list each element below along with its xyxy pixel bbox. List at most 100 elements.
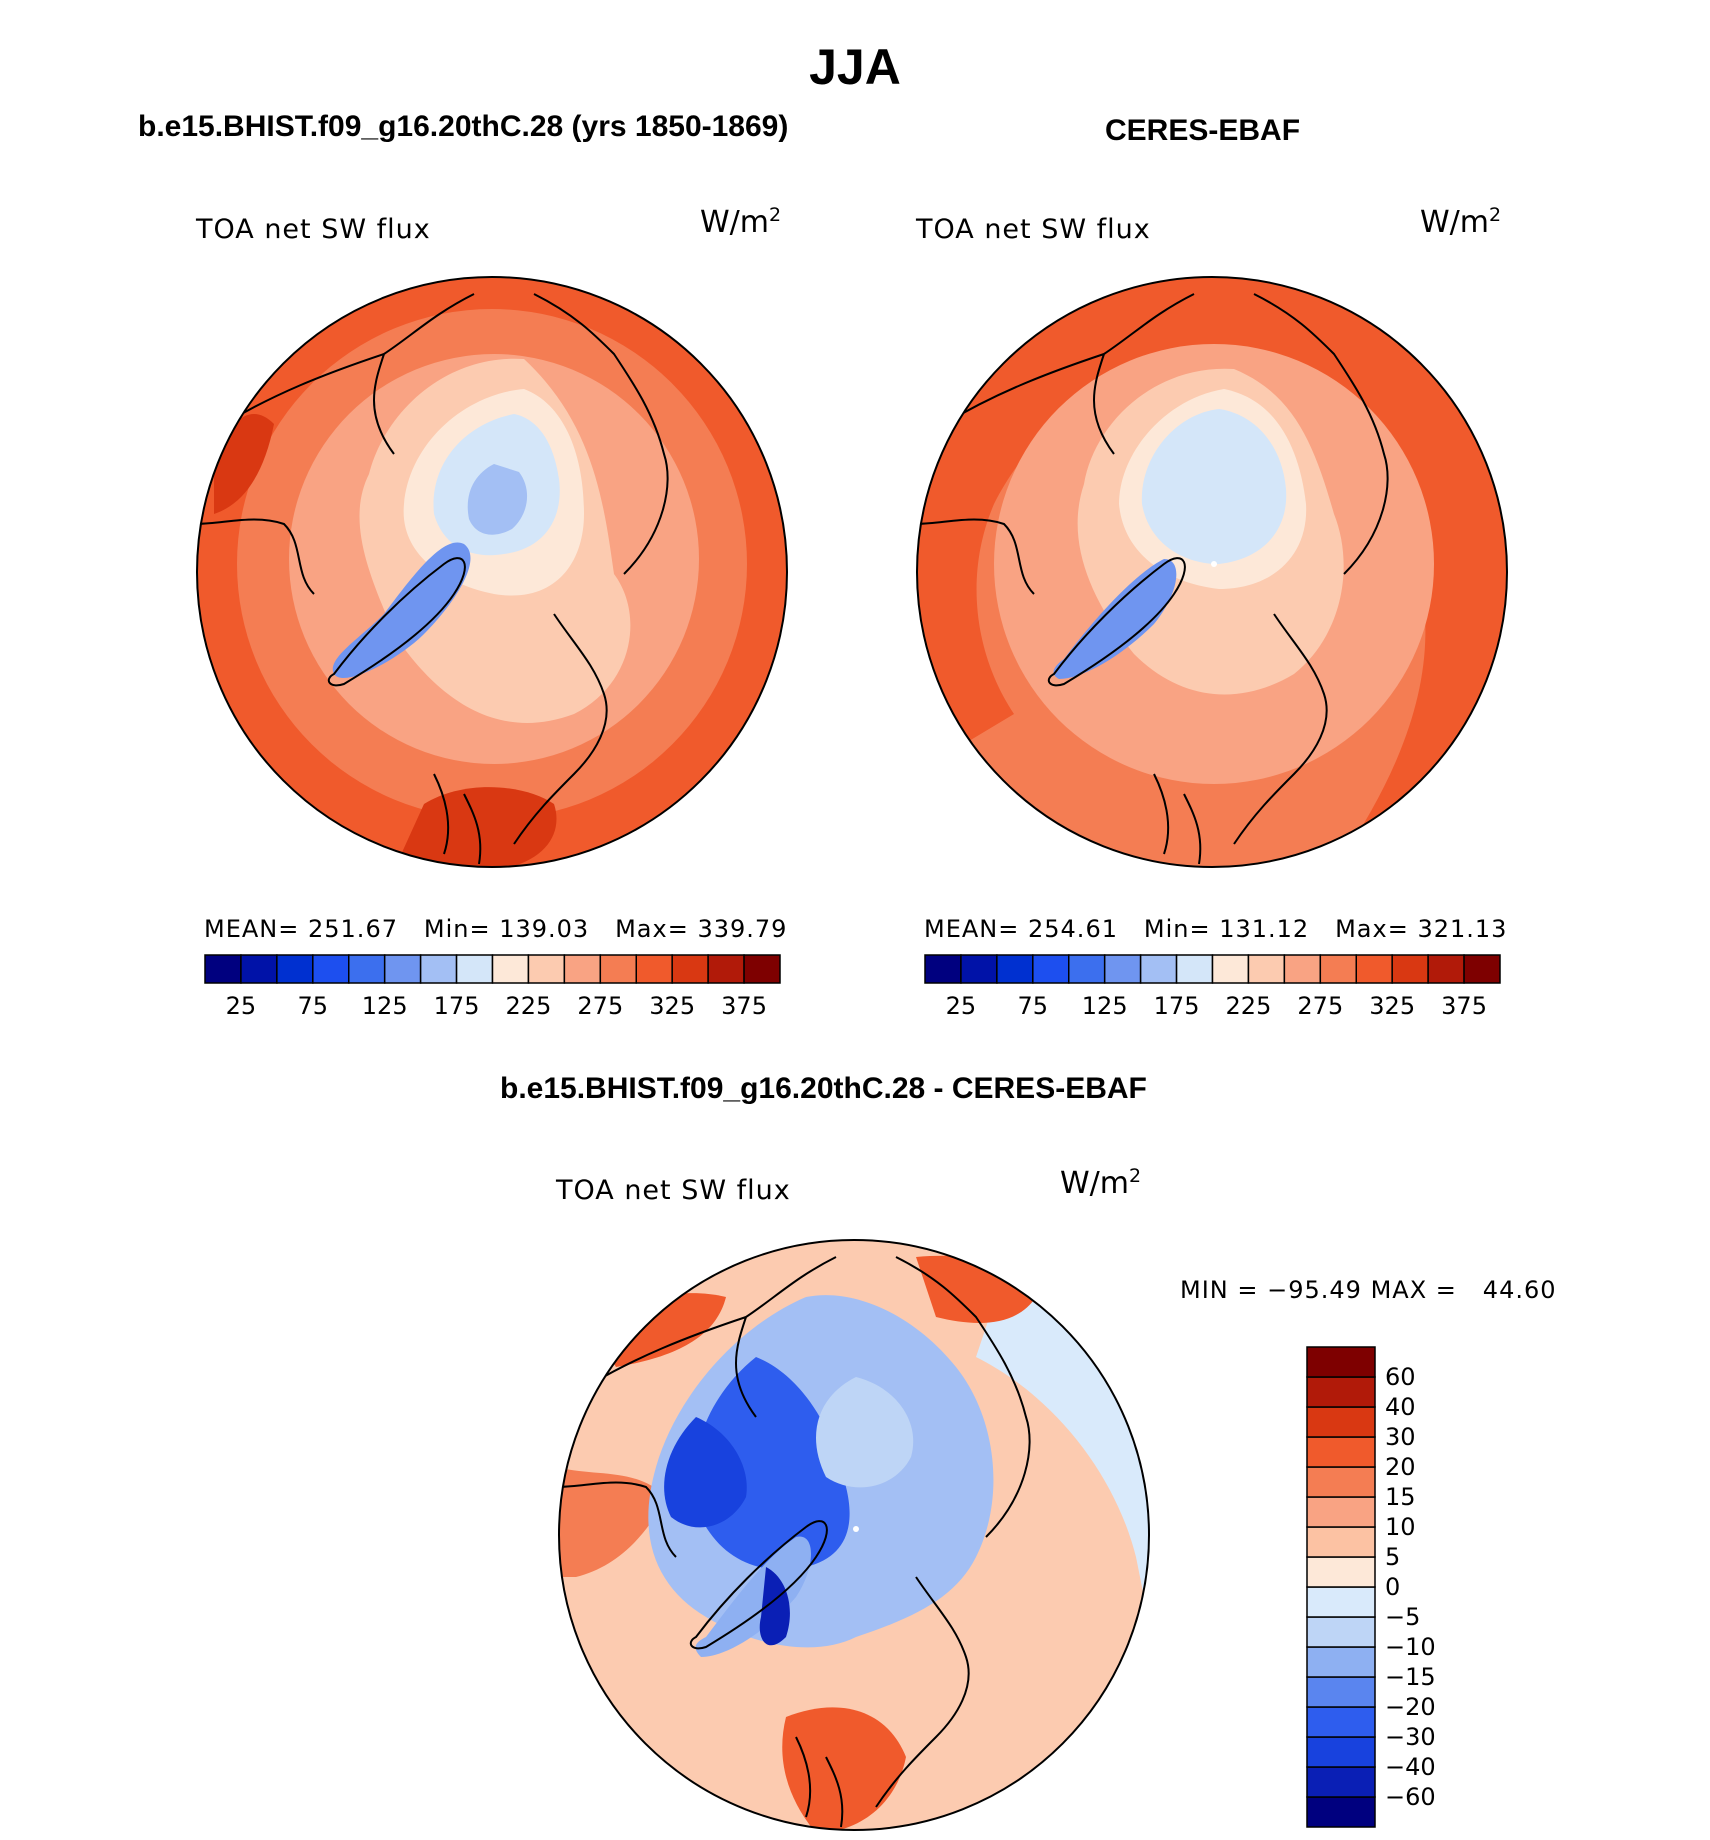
- colorbar-swatch: [1103, 954, 1142, 984]
- colorbar-swatch: [671, 954, 709, 984]
- colorbar-tick-label: 30: [1385, 1423, 1416, 1451]
- panel2-colorbar-ticks: 25 75 125 175 225 275 325 375: [925, 992, 1500, 1022]
- colorbar-tick-label: 175: [433, 992, 480, 1020]
- panel2-variable-label: TOA net SW flux: [916, 214, 1151, 245]
- colorbar-swatch: [1355, 954, 1393, 984]
- colorbar-swatch: [240, 954, 278, 984]
- colorbar-swatch: [1211, 954, 1250, 984]
- colorbar-tick-label: 275: [577, 992, 624, 1020]
- panel1-variable-label: TOA net SW flux: [196, 214, 431, 245]
- colorbar-tick-label: 125: [1081, 992, 1128, 1020]
- colorbar-swatch: [527, 954, 566, 984]
- colorbar-swatch: [707, 954, 745, 984]
- colorbar-swatch: [1306, 1436, 1376, 1468]
- colorbar-swatch: [1247, 954, 1286, 984]
- colorbar-tick-label: 175: [1153, 992, 1200, 1020]
- colorbar-tick-label: 5: [1385, 1543, 1401, 1571]
- colorbar-tick-label: 325: [649, 992, 696, 1020]
- colorbar-tick-label: 25: [225, 992, 257, 1020]
- colorbar-swatch: [563, 954, 602, 984]
- colorbar-tick-label: 0: [1385, 1573, 1401, 1601]
- colorbar-tick-label: 60: [1385, 1363, 1416, 1391]
- colorbar-tick-label: 125: [361, 992, 408, 1020]
- colorbar-swatch: [1306, 1706, 1376, 1738]
- panel1-polar-map: [196, 276, 788, 868]
- panel3-stats: MIN = −95.49 MAX = 44.60: [1180, 1276, 1557, 1304]
- colorbar-swatch: [455, 954, 494, 984]
- colorbar-tick-label: 375: [721, 992, 767, 1020]
- colorbar-tick-label: −30: [1385, 1723, 1436, 1751]
- colorbar-tick-label: 75: [297, 992, 329, 1020]
- colorbar-tick-label: 25: [945, 992, 977, 1020]
- colorbar-swatch: [1306, 1586, 1376, 1618]
- panel1-stats: MEAN= 251.67 Min= 139.03 Max= 339.79: [204, 915, 788, 943]
- colorbar-swatch: [1391, 954, 1429, 984]
- panel3-variable-label: TOA net SW flux: [556, 1175, 791, 1206]
- colorbar-swatch: [1306, 1676, 1376, 1708]
- colorbar-tick-label: −20: [1385, 1693, 1436, 1721]
- colorbar-swatch: [1319, 954, 1357, 984]
- colorbar-swatch: [419, 954, 458, 984]
- colorbar-tick-label: 225: [505, 992, 552, 1020]
- colorbar-swatch: [276, 954, 314, 984]
- colorbar-tick-label: −10: [1385, 1633, 1436, 1661]
- colorbar-swatch: [1306, 1346, 1376, 1378]
- panel3-units: W/m2: [1060, 1165, 1142, 1201]
- panel1-colorbar: [204, 954, 781, 984]
- colorbar-swatch: [1306, 1766, 1376, 1798]
- colorbar-tick-label: 15: [1385, 1483, 1416, 1511]
- colorbar-swatch: [599, 954, 637, 984]
- panel2-colorbar: [924, 954, 1501, 984]
- colorbar-swatch: [743, 954, 781, 984]
- colorbar-swatch: [1427, 954, 1465, 984]
- colorbar-swatch: [924, 954, 962, 984]
- colorbar-tick-label: −5: [1385, 1603, 1421, 1631]
- colorbar-swatch: [1139, 954, 1178, 984]
- colorbar-tick-label: −60: [1385, 1783, 1436, 1811]
- colorbar-swatch: [1306, 1496, 1376, 1528]
- colorbar-tick-label: 225: [1225, 992, 1272, 1020]
- colorbar-tick-label: 375: [1441, 992, 1487, 1020]
- colorbar-swatch: [1306, 1736, 1376, 1768]
- colorbar-swatch: [491, 954, 530, 984]
- colorbar-swatch: [1283, 954, 1322, 984]
- panel2-stats: MEAN= 254.61 Min= 131.12 Max= 321.13: [924, 915, 1508, 943]
- colorbar-swatch: [1306, 1616, 1376, 1648]
- colorbar-swatch: [960, 954, 998, 984]
- colorbar-swatch: [1306, 1466, 1376, 1498]
- colorbar-swatch: [1306, 1376, 1376, 1408]
- colorbar-tick-label: 325: [1369, 992, 1416, 1020]
- colorbar-swatch: [1306, 1526, 1376, 1558]
- panel2-subtitle: CERES-EBAF: [1105, 114, 1301, 147]
- colorbar-swatch: [383, 954, 422, 984]
- colorbar-swatch: [1306, 1556, 1376, 1588]
- panel2-units: W/m2: [1420, 204, 1502, 240]
- colorbar-swatch: [1032, 954, 1070, 984]
- panel1-subtitle: b.e15.BHIST.f09_g16.20thC.28 (yrs 1850-1…: [138, 110, 789, 143]
- colorbar-swatch: [312, 954, 350, 984]
- colorbar-swatch: [1306, 1646, 1376, 1678]
- colorbar-tick-label: 275: [1297, 992, 1344, 1020]
- colorbar-swatch: [635, 954, 673, 984]
- colorbar-swatch: [1306, 1796, 1376, 1828]
- colorbar-tick-label: −15: [1385, 1663, 1436, 1691]
- panel3-colorbar: [1306, 1346, 1376, 1828]
- colorbar-swatch: [1306, 1406, 1376, 1438]
- panel3-colorbar-ticks: −60 −40 −30 −20 −15 −10 −5 0 5 10 15 20 30 40 60: [1385, 1347, 1465, 1827]
- colorbar-tick-label: 75: [1017, 992, 1049, 1020]
- figure-title: JJA: [809, 39, 901, 95]
- colorbar-swatch: [996, 954, 1034, 984]
- panel2-polar-map: [916, 276, 1508, 868]
- colorbar-swatch: [348, 954, 386, 984]
- panel3-polar-map: [558, 1239, 1150, 1831]
- colorbar-tick-label: 10: [1385, 1513, 1416, 1541]
- colorbar-swatch: [1463, 954, 1501, 984]
- colorbar-tick-label: −40: [1385, 1753, 1436, 1781]
- panel3-subtitle: b.e15.BHIST.f09_g16.20thC.28 - CERES-EBA…: [500, 1072, 1147, 1105]
- panel1-colorbar-ticks: 25 75 125 175 225 275 325 375: [205, 992, 780, 1022]
- colorbar-swatch: [204, 954, 242, 984]
- panel1-units: W/m2: [700, 204, 782, 240]
- colorbar-swatch: [1068, 954, 1106, 984]
- colorbar-swatch: [1175, 954, 1214, 984]
- colorbar-tick-label: 20: [1385, 1453, 1416, 1481]
